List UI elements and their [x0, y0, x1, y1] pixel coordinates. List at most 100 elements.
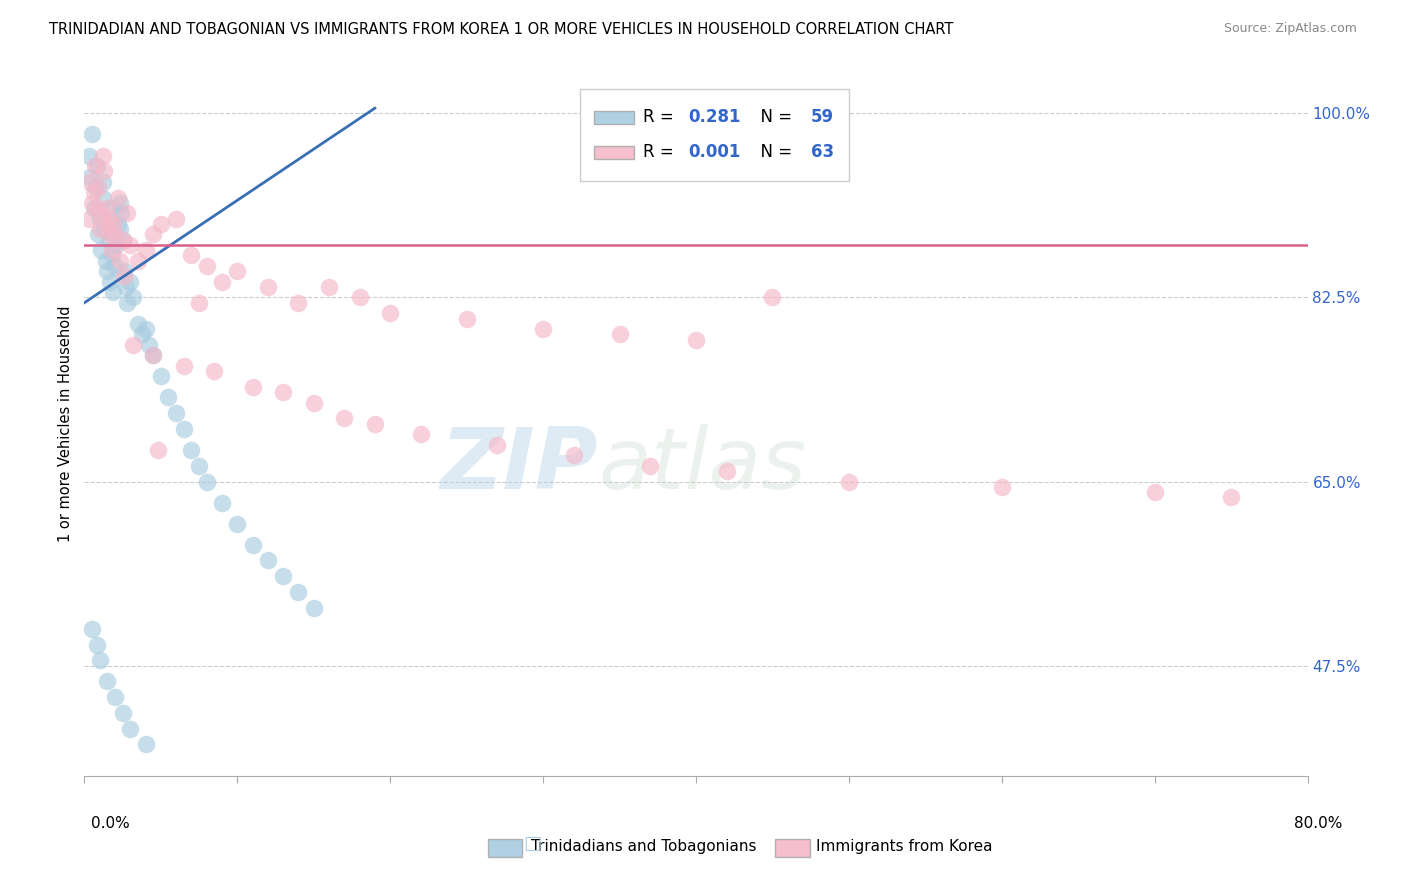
Point [138, 338, 160, 352]
Point [80, 128, 103, 142]
Point [257, 553, 280, 567]
Point [761, 291, 783, 305]
Point [79, 175, 101, 189]
Point [107, 190, 129, 204]
Point [165, 211, 187, 226]
Point [112, 264, 135, 278]
Point [195, 475, 218, 489]
Point [101, 243, 124, 257]
Point [86, 159, 108, 173]
Text: 63: 63 [811, 144, 834, 161]
Point [94, 253, 117, 268]
Text: 0.281: 0.281 [689, 108, 741, 126]
Point [380, 306, 402, 320]
Point [271, 569, 294, 583]
Point [87, 227, 110, 242]
Point [211, 495, 233, 509]
Point [838, 475, 860, 489]
Point [165, 406, 187, 420]
Bar [488, 839, 522, 857]
Point [111, 233, 134, 247]
Point [142, 348, 165, 362]
Point [84, 180, 107, 194]
Point [142, 348, 165, 362]
Point [80, 195, 103, 210]
Point [90, 206, 112, 220]
Point [110, 206, 132, 220]
Y-axis label: 1 or more Vehicles in Household: 1 or more Vehicles in Household [58, 305, 73, 542]
Point [638, 458, 661, 473]
Point [98, 211, 121, 226]
Point [1143, 485, 1166, 500]
Point [120, 238, 142, 252]
Point [108, 253, 131, 268]
Point [131, 327, 153, 342]
Text: atlas: atlas [598, 425, 806, 508]
Text: TRINIDADIAN AND TOBAGONIAN VS IMMIGRANTS FROM KOREA 1 OR MORE VEHICLES IN HOUSEH: TRINIDADIAN AND TOBAGONIAN VS IMMIGRANTS… [49, 22, 953, 37]
Point [105, 238, 128, 252]
Point [89, 211, 111, 226]
Point [188, 295, 211, 310]
Point [108, 222, 131, 236]
Point [149, 369, 172, 384]
Bar [595, 111, 634, 123]
Text: □: □ [523, 833, 541, 853]
Point [127, 253, 149, 268]
Point [318, 280, 340, 294]
Point [97, 233, 120, 247]
Point [157, 391, 180, 405]
Point [94, 217, 117, 231]
Point [242, 538, 264, 552]
Point [98, 275, 121, 289]
Point [173, 422, 195, 436]
Point [79, 169, 101, 184]
Point [96, 674, 118, 689]
Point [349, 291, 371, 305]
Text: 0.001: 0.001 [689, 144, 741, 161]
Bar [595, 146, 634, 159]
Point [77, 211, 100, 226]
Point [242, 380, 264, 394]
Text: N =: N = [749, 144, 797, 161]
Point [120, 722, 142, 736]
Point [115, 206, 138, 220]
Point [103, 285, 125, 300]
Point [111, 706, 134, 720]
Point [195, 259, 218, 273]
Point [103, 217, 125, 231]
Point [104, 690, 127, 705]
Bar [776, 839, 810, 857]
Point [188, 458, 211, 473]
Point [364, 417, 387, 431]
Point [90, 243, 112, 257]
Point [609, 327, 631, 342]
Text: 59: 59 [811, 108, 834, 126]
Text: ZIP: ZIP [440, 425, 598, 508]
Point [120, 275, 142, 289]
Text: 0.0%: 0.0% [91, 816, 131, 831]
Text: R =: R = [644, 144, 679, 161]
Point [96, 264, 118, 278]
Point [271, 385, 294, 400]
Point [287, 295, 309, 310]
Point [180, 248, 202, 262]
Point [562, 448, 585, 462]
Point [135, 243, 157, 257]
Point [302, 600, 325, 615]
Point [127, 317, 149, 331]
Text: Trinidadians and Tobagonians: Trinidadians and Tobagonians [531, 839, 756, 854]
Point [115, 295, 138, 310]
Point [149, 217, 172, 231]
Point [122, 338, 145, 352]
Point [226, 516, 249, 531]
Point [122, 291, 145, 305]
Point [135, 322, 157, 336]
Point [93, 222, 115, 236]
Point [91, 190, 114, 204]
Point [409, 427, 432, 442]
Point [135, 738, 157, 752]
Point [91, 175, 114, 189]
Point [531, 322, 554, 336]
Point [107, 217, 129, 231]
Point [211, 275, 233, 289]
